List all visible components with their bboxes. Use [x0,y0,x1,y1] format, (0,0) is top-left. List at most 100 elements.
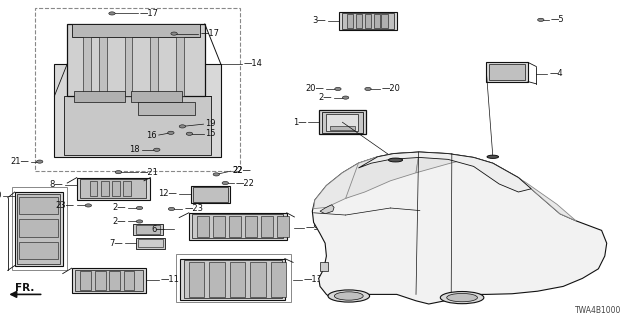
Circle shape [36,160,43,163]
Text: —17: —17 [140,9,159,18]
Bar [12,187,67,270]
Text: 23—: 23— [56,201,75,210]
Bar [133,224,163,235]
Circle shape [154,148,160,151]
Bar [112,181,120,196]
Bar [322,112,363,133]
Bar [19,242,58,259]
Bar [74,91,125,102]
Bar [17,194,60,264]
Text: 2—: 2— [319,93,332,102]
Bar [342,13,394,29]
Bar [330,126,355,130]
Bar [77,178,150,200]
Circle shape [136,220,143,223]
Circle shape [186,132,193,135]
Text: 3—: 3— [312,16,326,25]
Bar [320,262,328,271]
Bar [245,216,257,237]
Bar [193,187,228,202]
Circle shape [168,131,174,134]
Text: 2—: 2— [113,204,126,212]
Text: 2—: 2— [113,217,126,226]
Bar [138,239,163,247]
Text: 22: 22 [232,166,243,175]
Bar [72,268,146,293]
Circle shape [168,207,175,211]
Bar [189,213,287,240]
Bar [138,102,195,115]
Bar [213,216,225,237]
Text: —4: —4 [549,69,563,78]
Bar [230,262,245,297]
Text: 7—: 7— [109,239,123,248]
Bar [489,64,525,80]
Text: —5: —5 [551,15,564,24]
Ellipse shape [487,155,499,158]
Circle shape [109,12,115,15]
Text: —23: —23 [184,204,204,213]
Circle shape [342,96,349,99]
Bar [486,62,528,82]
Bar [347,14,353,28]
Bar [136,225,160,234]
Bar [136,238,165,249]
Polygon shape [358,152,531,192]
Bar [54,64,221,157]
Bar [176,254,291,302]
Bar [64,96,211,155]
Bar [83,37,91,96]
Text: 19: 19 [205,119,216,128]
Bar [124,271,134,290]
Bar [131,91,182,102]
Circle shape [171,32,177,35]
Ellipse shape [335,292,364,300]
Text: —13: —13 [304,276,323,284]
Text: 18: 18 [129,145,140,154]
Bar [339,12,397,30]
Bar [99,37,107,96]
Bar [95,271,106,290]
Bar [35,8,240,171]
Text: 16: 16 [146,131,157,140]
Bar [72,24,200,37]
Bar [271,262,286,297]
Circle shape [136,206,143,210]
Text: 20—: 20— [306,84,324,93]
Bar [319,110,366,134]
Bar [261,216,273,237]
Text: —9: —9 [306,223,319,232]
Bar [15,192,63,266]
Text: TWA4B1000: TWA4B1000 [575,306,621,315]
Circle shape [335,87,341,91]
Ellipse shape [440,292,484,304]
Bar [356,14,362,28]
Bar [75,270,143,291]
Circle shape [365,87,371,91]
Bar [19,219,58,237]
Text: FR.: FR. [15,283,34,293]
Bar [90,181,97,196]
Bar [184,260,282,298]
Polygon shape [312,152,607,304]
Bar [209,262,225,297]
Text: —20: —20 [381,84,400,93]
Bar [381,14,388,28]
Text: 22—: 22— [232,166,251,175]
Text: —14: —14 [244,60,262,68]
Bar [250,262,266,297]
Text: 15: 15 [205,129,216,138]
Bar [365,14,371,28]
Bar [180,259,285,300]
Circle shape [179,125,186,128]
Bar [192,214,283,238]
Text: 21—: 21— [10,157,29,166]
Polygon shape [346,152,419,198]
Bar [176,37,184,96]
Bar [326,114,358,131]
Circle shape [222,181,228,185]
Ellipse shape [388,158,403,162]
Bar [67,24,205,96]
Text: —11: —11 [161,276,179,284]
Bar [277,216,289,237]
